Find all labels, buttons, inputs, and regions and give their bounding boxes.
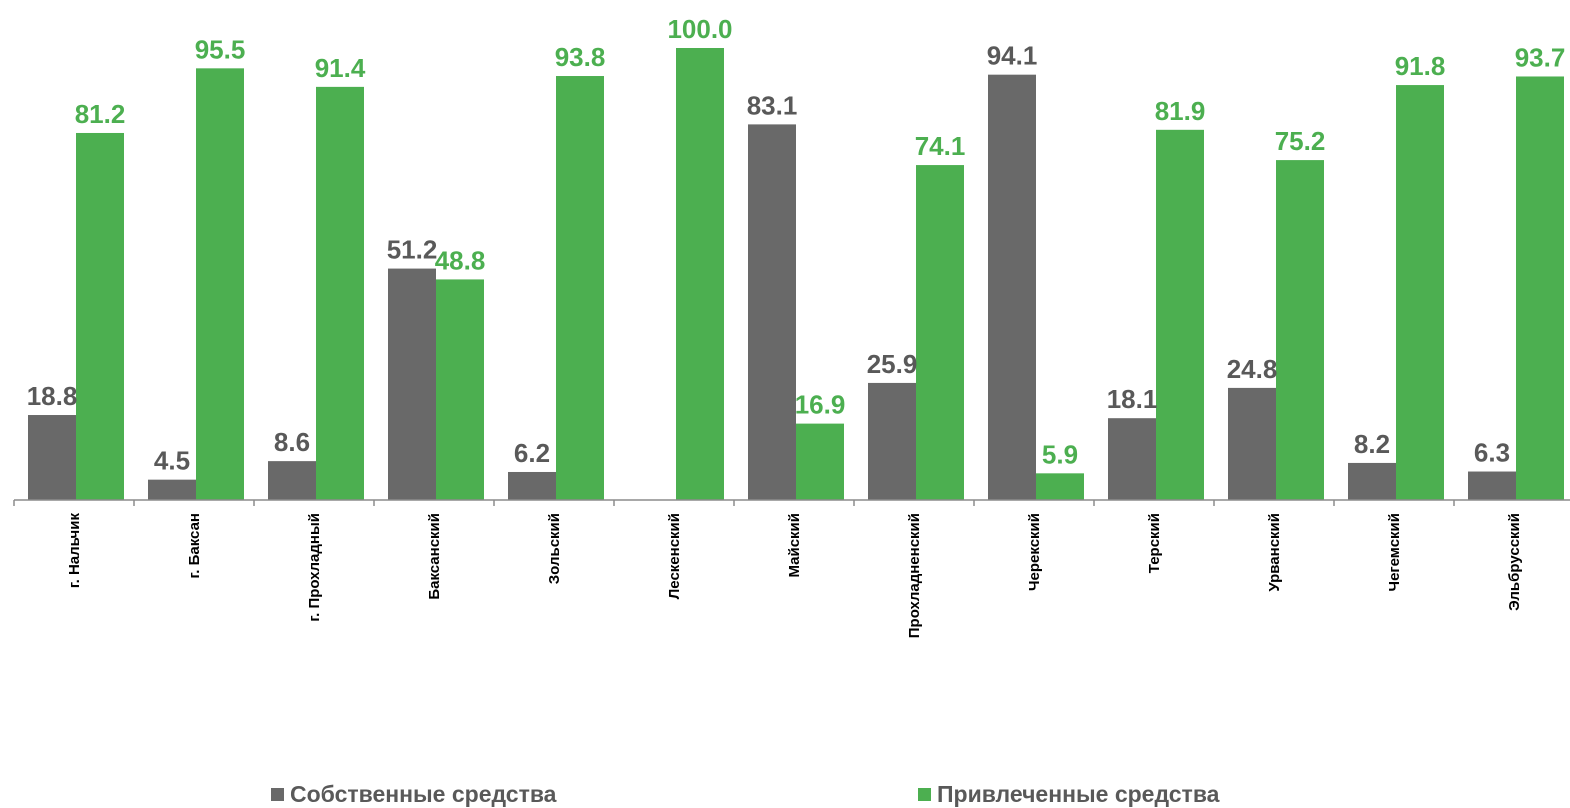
bar-own (508, 471, 556, 500)
category-label: г. Нальчик (66, 513, 83, 589)
legend-swatch-own (271, 787, 284, 801)
legend-label-borrowed: Привлеченные средства (937, 780, 1220, 807)
data-label-own: 24.8 (1227, 354, 1278, 384)
data-label-borrowed: 93.8 (555, 42, 606, 72)
data-label-own: 25.9 (867, 349, 918, 379)
bar-own (28, 415, 76, 500)
legend-item-borrowed: Привлеченные средства (918, 781, 1219, 807)
data-label-borrowed: 75.2 (1275, 126, 1326, 156)
category-label: Зольский (546, 513, 563, 584)
category-label: Терский (1146, 513, 1163, 573)
bar-borrowed (916, 165, 964, 500)
category-label: Эльбрусский (1506, 513, 1523, 611)
bars-group (28, 48, 1564, 501)
data-label-borrowed: 5.9 (1042, 439, 1078, 469)
value-labels-group: 18.8 81.2 4.5 95.5 8.6 91.4 51.248.8 6.2 93.8 100… (27, 14, 1566, 476)
data-label-own: 51.2 (387, 235, 438, 265)
bar-own (1108, 418, 1156, 500)
bar-own (268, 461, 316, 500)
data-label-borrowed: 100.0 (667, 14, 732, 44)
legend-label-own: Собственные средства (290, 780, 557, 807)
bar-own (388, 268, 436, 500)
bar-own (1228, 387, 1276, 500)
bar-own (988, 74, 1036, 500)
bar-own (868, 382, 916, 500)
bar-own (148, 479, 196, 500)
data-label-own: 18.8 (27, 381, 78, 411)
data-label-borrowed: 48.8 (435, 245, 486, 275)
bar-borrowed (1036, 473, 1084, 500)
bar-own (748, 124, 796, 500)
data-label-own: 8.2 (1354, 429, 1390, 459)
data-label-borrowed: 91.4 (315, 53, 366, 83)
category-label: Прохладненский (906, 513, 923, 638)
bar-borrowed (676, 48, 724, 500)
x-axis-ticks-group (13, 500, 1455, 506)
bar-borrowed (316, 86, 364, 500)
data-label-borrowed: 95.5 (195, 34, 246, 64)
data-label-own: 4.5 (154, 446, 190, 476)
bar-own (1468, 471, 1516, 500)
category-label: г. Баксан (186, 513, 203, 578)
category-label: г. Прохладный (306, 513, 323, 622)
bar-borrowed (436, 279, 484, 500)
bar-borrowed (1276, 160, 1324, 500)
data-label-own: 6.2 (514, 438, 550, 468)
data-label-own: 94.1 (987, 41, 1038, 71)
data-label-borrowed: 81.2 (75, 99, 126, 129)
category-label: Баксанский (426, 513, 443, 600)
data-label-own: 83.1 (747, 90, 798, 120)
bar-borrowed (556, 76, 604, 501)
bar-own (1348, 462, 1396, 500)
category-label: Чегемский (1386, 513, 1403, 591)
category-label: Черекский (1026, 513, 1043, 591)
data-label-borrowed: 16.9 (795, 390, 846, 420)
bar-borrowed (1156, 129, 1204, 500)
bar-borrowed (796, 423, 844, 500)
data-label-borrowed: 93.7 (1515, 42, 1566, 72)
data-label-borrowed: 81.9 (1155, 96, 1206, 126)
data-label-borrowed: 91.8 (1395, 51, 1446, 81)
bar-borrowed (196, 68, 244, 500)
legend-item-own: Собственные средства (271, 781, 556, 807)
category-label: Урванский (1266, 513, 1283, 592)
bar-borrowed (76, 132, 124, 500)
data-label-own: 8.6 (274, 427, 310, 457)
legend-swatch-borrowed (918, 787, 931, 801)
category-label: Майский (786, 513, 803, 578)
category-label: Лескенский (666, 513, 683, 599)
bar-borrowed (1516, 76, 1564, 500)
bar-borrowed (1396, 85, 1444, 501)
data-label-own: 6.3 (1474, 438, 1510, 468)
data-label-own: 18.1 (1107, 384, 1158, 414)
category-labels-group: г. Нальчик г. Баксан г. Прохладный Баксанск… (66, 513, 1523, 639)
data-label-borrowed: 74.1 (915, 131, 966, 161)
